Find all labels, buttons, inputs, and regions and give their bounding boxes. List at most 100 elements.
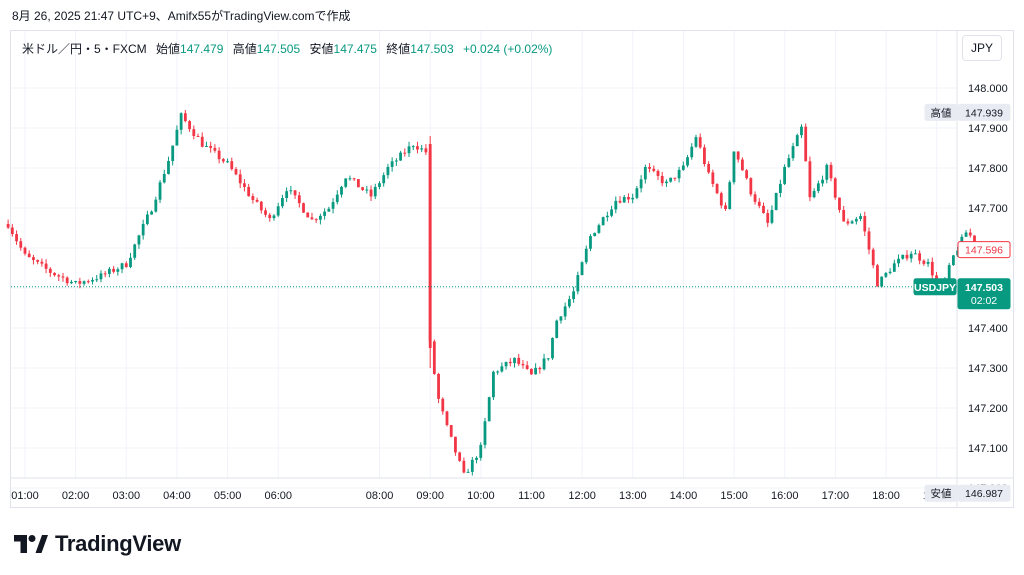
candle-body [711, 172, 715, 184]
x-tick-label: 09:00 [416, 490, 444, 502]
candle-body [259, 201, 263, 211]
candle-body [344, 178, 348, 187]
candle-body [65, 277, 69, 284]
candle-body [821, 179, 824, 184]
x-tick-label: 03:00 [113, 490, 141, 502]
candle-body [458, 452, 462, 461]
candle-body [268, 214, 272, 219]
candle-body [694, 137, 698, 147]
candle-body [707, 163, 711, 173]
candle-body [787, 158, 791, 167]
candle-body [681, 165, 685, 170]
candle-body [373, 186, 377, 197]
candle-body [660, 175, 664, 184]
y-tick-label: 147.800 [968, 163, 1008, 175]
candle-body [926, 261, 930, 264]
candle-body [850, 221, 854, 224]
chart-pane[interactable] [10, 30, 1014, 508]
candle-body [310, 217, 314, 220]
candle-body [238, 174, 242, 184]
candle-body [175, 129, 179, 146]
candle-body [428, 144, 432, 348]
candle-body [129, 257, 132, 268]
candle-body [812, 191, 816, 198]
candle-body [36, 260, 40, 262]
candle-body [331, 202, 335, 209]
candle-body [217, 150, 221, 160]
candle-body [390, 161, 394, 167]
candle-body [610, 209, 613, 216]
candle-body [48, 268, 52, 273]
symbol-legend[interactable]: 米ドル／円・5・FXCM 始値147.479 高値147.505 安値147.4… [22, 40, 552, 57]
candle-body [542, 358, 546, 370]
x-tick-label: 18:00 [872, 490, 900, 502]
candle-body [669, 177, 673, 182]
candle-body [770, 209, 774, 223]
candle-body [762, 205, 765, 214]
badge-box [957, 278, 1011, 310]
x-tick-label: 06:00 [264, 490, 292, 502]
candle-body [57, 275, 61, 277]
candle-body [78, 281, 82, 284]
high-badge-value: 147.939 [965, 107, 1003, 119]
candle-body [778, 183, 782, 193]
price-axis: 148.000147.900147.800147.700147.600147.5… [968, 83, 1008, 495]
y-tick-label: 147.400 [968, 323, 1008, 335]
candle-body [724, 205, 727, 210]
legend-close: 147.503 [410, 42, 454, 56]
candle-body [196, 135, 200, 137]
candle-body [846, 221, 850, 224]
badge-box [957, 241, 1011, 259]
candle-body [884, 273, 888, 277]
x-tick-label: 16:00 [771, 490, 799, 502]
badge-box [957, 484, 1011, 502]
candle-body [449, 424, 453, 437]
legend-high: 147.505 [256, 42, 301, 56]
candle-body [462, 460, 466, 473]
candle-body [154, 199, 158, 212]
candle-body [6, 224, 10, 228]
candle-body [411, 146, 415, 148]
candle-body [15, 234, 18, 242]
candle-body [563, 306, 567, 317]
candle-body [314, 219, 318, 221]
candle-body [91, 279, 94, 282]
tradingview-logo[interactable]: TradingView [14, 531, 181, 557]
candle-body [243, 183, 246, 187]
candle-body [703, 147, 706, 164]
candle-body [112, 268, 116, 272]
candle-body [479, 444, 483, 458]
candle-body [863, 216, 867, 232]
candle-body [53, 272, 56, 276]
candle-body [264, 210, 267, 215]
candle-body [150, 211, 153, 215]
x-tick-label: 17:00 [822, 490, 850, 502]
time-axis: 01:00 02:00 03:00 04:00 05:00 06:00 08:00 09:00… [11, 490, 950, 502]
candle-body [521, 363, 525, 366]
candle-body [905, 254, 909, 259]
candle-body [639, 179, 643, 189]
candle-body [179, 113, 183, 130]
candle-body [133, 244, 137, 258]
candle-body [643, 166, 647, 180]
x-tick-label: 10:00 [467, 490, 495, 502]
candle-body [648, 166, 651, 169]
badge-box [924, 103, 958, 121]
candle-body [74, 281, 78, 283]
x-tick-label: 13:00 [619, 490, 647, 502]
currency-button[interactable]: JPY [962, 35, 1002, 61]
candle-body [213, 147, 217, 151]
candle-body [757, 201, 761, 206]
candle-body [365, 189, 369, 191]
legend-open: 147.479 [180, 42, 224, 56]
candle-body [183, 113, 187, 122]
candle-body [622, 197, 626, 203]
candle-body [652, 168, 656, 171]
candle-body [838, 197, 841, 210]
candle-body [876, 265, 879, 287]
candle-body [808, 161, 812, 198]
candle-body [437, 373, 440, 399]
candle-body [635, 188, 639, 198]
